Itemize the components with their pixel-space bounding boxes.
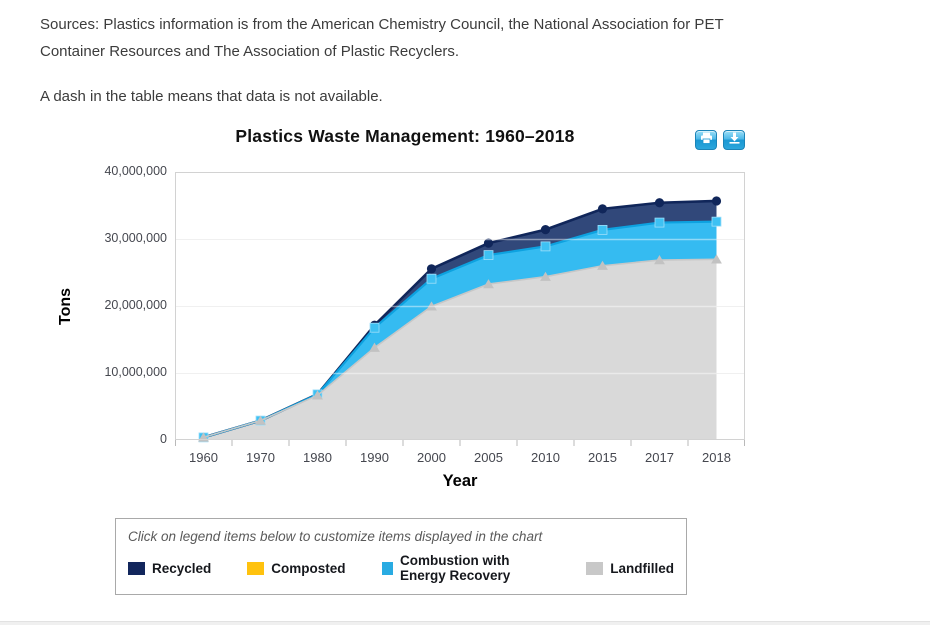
marker-combustion-with-energy-recovery-2015[interactable]	[597, 224, 608, 235]
marker-landfilled-1980[interactable]	[312, 390, 323, 400]
marker-landfilled-2018[interactable]	[711, 254, 722, 264]
download-icon	[728, 131, 741, 149]
print-button[interactable]	[695, 130, 717, 150]
x-axis-title: Year	[442, 472, 478, 490]
plot-area	[175, 172, 745, 446]
marker-landfilled-1970[interactable]	[255, 415, 266, 425]
marker-landfilled-2017[interactable]	[654, 255, 665, 265]
legend-item-landfilled[interactable]: Landfilled	[586, 561, 674, 576]
marker-landfilled-2005[interactable]	[483, 279, 494, 289]
legend-item-recycled[interactable]: Recycled	[128, 561, 211, 576]
marker-recycled-2010[interactable]	[540, 225, 551, 235]
marker-combustion-with-energy-recovery-2010[interactable]	[540, 241, 551, 252]
x-tick-label: 2005	[474, 450, 503, 465]
marker-landfilled-2010[interactable]	[540, 271, 551, 281]
legend-label: Landfilled	[610, 560, 674, 576]
intro-text-block: Sources: Plastics information is from th…	[0, 0, 930, 110]
series-area-landfilled	[203, 259, 717, 440]
legend-item-combustion[interactable]: Combustion with Energy Recovery	[381, 553, 551, 583]
composted-swatch-icon	[247, 561, 265, 575]
y-tick-label: 30,000,000	[104, 231, 167, 245]
marker-combustion-with-energy-recovery-1990[interactable]	[369, 322, 380, 333]
legend-label: Composted	[271, 560, 346, 576]
sources-paragraph: Sources: Plastics information is from th…	[40, 16, 724, 60]
landfilled-swatch-icon	[586, 561, 604, 575]
marker-combustion-with-energy-recovery-2017[interactable]	[654, 217, 665, 228]
marker-recycled-2018[interactable]	[711, 196, 722, 206]
legend-items: Recycled Composted Combustion with Energ…	[128, 553, 674, 583]
x-tick-label: 2017	[645, 450, 674, 465]
legend-label: Recycled	[152, 560, 212, 576]
download-button[interactable]	[723, 130, 745, 150]
legend-hint: Click on legend items below to customize…	[128, 529, 543, 544]
x-tick-label: 1960	[189, 450, 218, 465]
series-line-landfilled	[203, 258, 717, 439]
y-tick-label: 0	[160, 432, 167, 446]
chart-toolbar	[695, 130, 745, 150]
x-tick-label: 1970	[246, 450, 275, 465]
marker-recycled-2005[interactable]	[483, 238, 494, 248]
y-tick-label: 40,000,000	[104, 164, 167, 178]
marker-landfilled-1990[interactable]	[369, 342, 380, 352]
recycled-swatch-icon	[128, 561, 145, 575]
dash-note-paragraph: A dash in the table means that data is n…	[40, 88, 383, 105]
chart-title: Plastics Waste Management: 1960–2018	[235, 126, 575, 146]
x-tick-label: 1980	[303, 450, 332, 465]
page-footer-divider	[0, 621, 930, 625]
marker-recycled-2017[interactable]	[654, 198, 665, 208]
y-tick-label: 10,000,000	[104, 365, 167, 379]
plastics-chart: Plastics Waste Management: 1960–2018 Ton	[57, 120, 745, 506]
marker-combustion-with-energy-recovery-2005[interactable]	[483, 250, 494, 260]
x-tick-label: 2015	[588, 450, 617, 465]
x-tick-label: 1990	[360, 450, 389, 465]
legend-box: Click on legend items below to customize…	[115, 518, 687, 595]
marker-landfilled-2015[interactable]	[597, 260, 608, 270]
legend-label: Combustion with Energy Recovery	[399, 553, 511, 583]
marker-combustion-with-energy-recovery-2000[interactable]	[426, 273, 437, 284]
x-tick-label: 2000	[417, 450, 446, 465]
plot-border	[175, 172, 745, 440]
marker-recycled-2015[interactable]	[597, 204, 608, 214]
legend-item-composted[interactable]: Composted	[247, 560, 346, 576]
x-tick-label: 2010	[531, 450, 560, 465]
y-tick-label: 20,000,000	[104, 298, 167, 312]
marker-combustion-with-energy-recovery-2018[interactable]	[711, 216, 722, 227]
combustion-swatch-icon	[381, 561, 393, 575]
marker-landfilled-2000[interactable]	[426, 301, 437, 311]
printer-icon	[700, 131, 713, 149]
marker-recycled-2000[interactable]	[426, 264, 437, 274]
x-tick-label: 2018	[702, 450, 731, 465]
